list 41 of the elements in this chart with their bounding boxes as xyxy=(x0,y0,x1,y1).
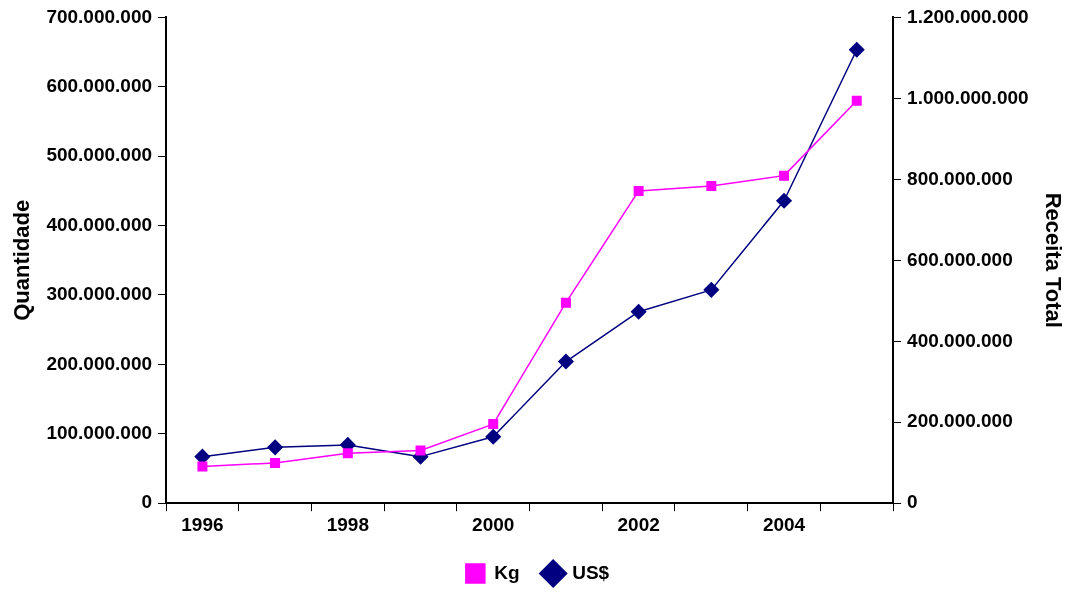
y2-tick-label: 400.000.000 xyxy=(907,329,1013,351)
point xyxy=(197,461,208,472)
y2-tick-label: 600.000.000 xyxy=(907,248,1013,270)
x-tick-label: 1996 xyxy=(181,513,224,535)
point xyxy=(415,445,426,456)
y-tick-label: 600.000.000 xyxy=(46,75,153,97)
point xyxy=(703,282,720,298)
x-tick-label: 2004 xyxy=(762,513,806,535)
point xyxy=(630,303,647,320)
legend-label: Kg xyxy=(494,561,520,583)
y-tick-label: 300.000.000 xyxy=(46,283,153,305)
x-tick-label: 2002 xyxy=(617,513,660,535)
x-tick-label: 1998 xyxy=(326,513,369,535)
point xyxy=(488,419,499,430)
y-tick-label: 400.000.000 xyxy=(46,213,153,235)
x-tick-label: 2000 xyxy=(472,513,515,535)
legend-label: US$ xyxy=(572,561,610,583)
y2-tick-label: 800.000.000 xyxy=(907,167,1013,189)
y-tick-label: 100.000.000 xyxy=(46,422,153,444)
point xyxy=(560,297,571,308)
point xyxy=(267,439,283,456)
y2-tick-label: 200.000.000 xyxy=(907,410,1013,432)
y-axis-title: Quantidade xyxy=(9,199,35,321)
point xyxy=(848,42,865,58)
point xyxy=(558,353,574,370)
point xyxy=(633,185,644,196)
point xyxy=(776,193,792,209)
y2-tick-label: 1.200.000.000 xyxy=(907,5,1029,27)
point xyxy=(342,448,353,459)
y2-tick-label: 0 xyxy=(907,491,918,513)
y-tick-label: 0 xyxy=(141,491,153,513)
y-tick-label: 200.000.000 xyxy=(46,352,153,374)
point xyxy=(270,457,281,468)
point xyxy=(706,181,717,192)
y-tick-label: 700.000.000 xyxy=(46,5,153,27)
y2-axis-title: Receita Total xyxy=(1040,192,1066,328)
point xyxy=(485,429,501,445)
y2-tick-label: 1.000.000.000 xyxy=(907,86,1029,108)
point xyxy=(851,95,862,106)
point xyxy=(779,170,790,181)
y-tick-label: 500.000.000 xyxy=(46,144,153,166)
